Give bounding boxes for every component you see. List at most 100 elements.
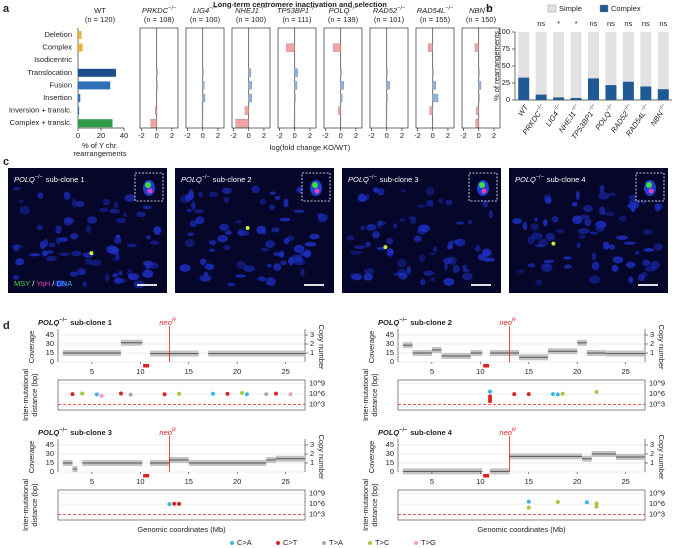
bar xyxy=(150,119,157,128)
chromosome xyxy=(259,198,267,205)
chromosome xyxy=(256,225,266,235)
gene-name: LIG4 xyxy=(193,6,209,15)
mutation-point xyxy=(550,392,555,397)
chromosome xyxy=(12,186,21,191)
chromosome xyxy=(225,230,232,235)
bar xyxy=(248,93,252,103)
panel-frame xyxy=(415,27,455,129)
chromosome xyxy=(627,203,639,209)
chromosome xyxy=(280,260,287,266)
axis-label: distance (bp) xyxy=(370,483,379,527)
mutation-point xyxy=(70,392,75,397)
chromosome xyxy=(420,279,426,286)
row-label: Translocation xyxy=(27,68,72,77)
chromosome xyxy=(118,270,123,276)
signal xyxy=(383,245,388,250)
chromosome xyxy=(145,235,151,240)
chromosome xyxy=(204,263,215,270)
neo-name: neo xyxy=(159,318,172,327)
panel-subtitle: (n = 111) xyxy=(282,15,312,24)
bar xyxy=(294,93,296,103)
x-tick-label: 2 xyxy=(170,131,174,140)
y-tick-label: 30 xyxy=(386,339,394,348)
y-tick-label: 30 xyxy=(46,339,54,348)
chromosome xyxy=(39,240,46,250)
chromosome xyxy=(551,216,559,223)
bar-segment xyxy=(622,81,634,100)
axis-label: Copy number xyxy=(317,324,326,370)
panel-subtitle: (n = 120) xyxy=(85,15,116,24)
mutation-point xyxy=(177,391,182,396)
chromosome xyxy=(429,252,436,256)
chromosome xyxy=(122,212,127,217)
legend-label: T>C xyxy=(375,538,390,547)
chromosome xyxy=(293,258,306,266)
chromosome xyxy=(153,226,162,235)
bar xyxy=(432,81,436,90)
y2-tick-label: 10^6 xyxy=(309,499,325,508)
y2-tick-label: 10^9 xyxy=(649,489,665,498)
x-tick-label: 15 xyxy=(525,367,533,376)
mutation-point xyxy=(526,505,531,510)
y-tick-label: 45 xyxy=(386,440,394,449)
mutation-point xyxy=(172,501,177,506)
mutation-point xyxy=(512,392,517,397)
panel-frame xyxy=(277,27,317,129)
axis-label: log(fold change KO/WT) xyxy=(270,143,351,152)
bar-segment xyxy=(605,85,617,100)
bar xyxy=(78,43,83,52)
neo-label: neoR xyxy=(499,318,516,327)
chromosome xyxy=(243,265,256,273)
legend-dot xyxy=(230,541,234,545)
x-tick-label: 40 xyxy=(120,131,128,140)
x-tick-label: -2 xyxy=(368,131,375,140)
x-tick-label: 15 xyxy=(185,367,193,376)
bar-segment xyxy=(553,97,565,100)
axis-label: Inter-mutational xyxy=(361,479,370,531)
chromosome xyxy=(541,262,552,269)
bar xyxy=(155,106,157,115)
chromosome xyxy=(643,248,655,252)
mutation-point xyxy=(177,501,182,506)
chromosome xyxy=(397,258,407,268)
chromosome xyxy=(584,218,592,227)
chromosome xyxy=(541,263,553,273)
chromosome xyxy=(89,259,102,266)
bar-segment xyxy=(588,32,599,79)
chromosome xyxy=(257,276,267,282)
chromosome xyxy=(417,204,426,208)
chromosome xyxy=(260,247,270,252)
micrograph xyxy=(342,168,501,293)
chromosome xyxy=(482,199,489,208)
panel-letter: c xyxy=(3,156,9,168)
sub-label: sub-clone 3 xyxy=(380,175,419,184)
chromosome xyxy=(279,217,291,222)
chromosome xyxy=(116,217,126,224)
bar xyxy=(201,106,203,115)
legend-label: Simple xyxy=(559,4,582,13)
chromosome xyxy=(442,257,453,264)
panel-subtitle: (n = 108) xyxy=(144,15,175,24)
chromosome xyxy=(179,264,191,272)
bar xyxy=(293,119,295,128)
chromosome xyxy=(534,244,545,248)
y2-tick-label: 10^3 xyxy=(309,510,325,519)
legend-swatch xyxy=(547,4,557,13)
chromosome xyxy=(393,272,404,276)
x-tick-label: 2 xyxy=(446,131,450,140)
bar xyxy=(478,81,482,90)
bar-segment xyxy=(640,32,652,87)
mutation-point xyxy=(584,500,589,505)
chromosome xyxy=(304,241,317,247)
gene-label: NBN−/− xyxy=(648,103,669,128)
gene-label: TP53BP1−/− xyxy=(277,6,317,15)
x-tick-label: 0 xyxy=(155,131,159,140)
chromosome xyxy=(208,248,217,252)
chromosome xyxy=(203,271,209,277)
gene-label: LIG4−/− xyxy=(193,6,217,15)
genotype: −/− xyxy=(399,428,407,434)
sub-label: sub-clone 2 xyxy=(410,318,452,327)
chromosome xyxy=(219,223,230,231)
chromosome xyxy=(63,191,71,200)
gene-label: WT xyxy=(516,102,531,118)
